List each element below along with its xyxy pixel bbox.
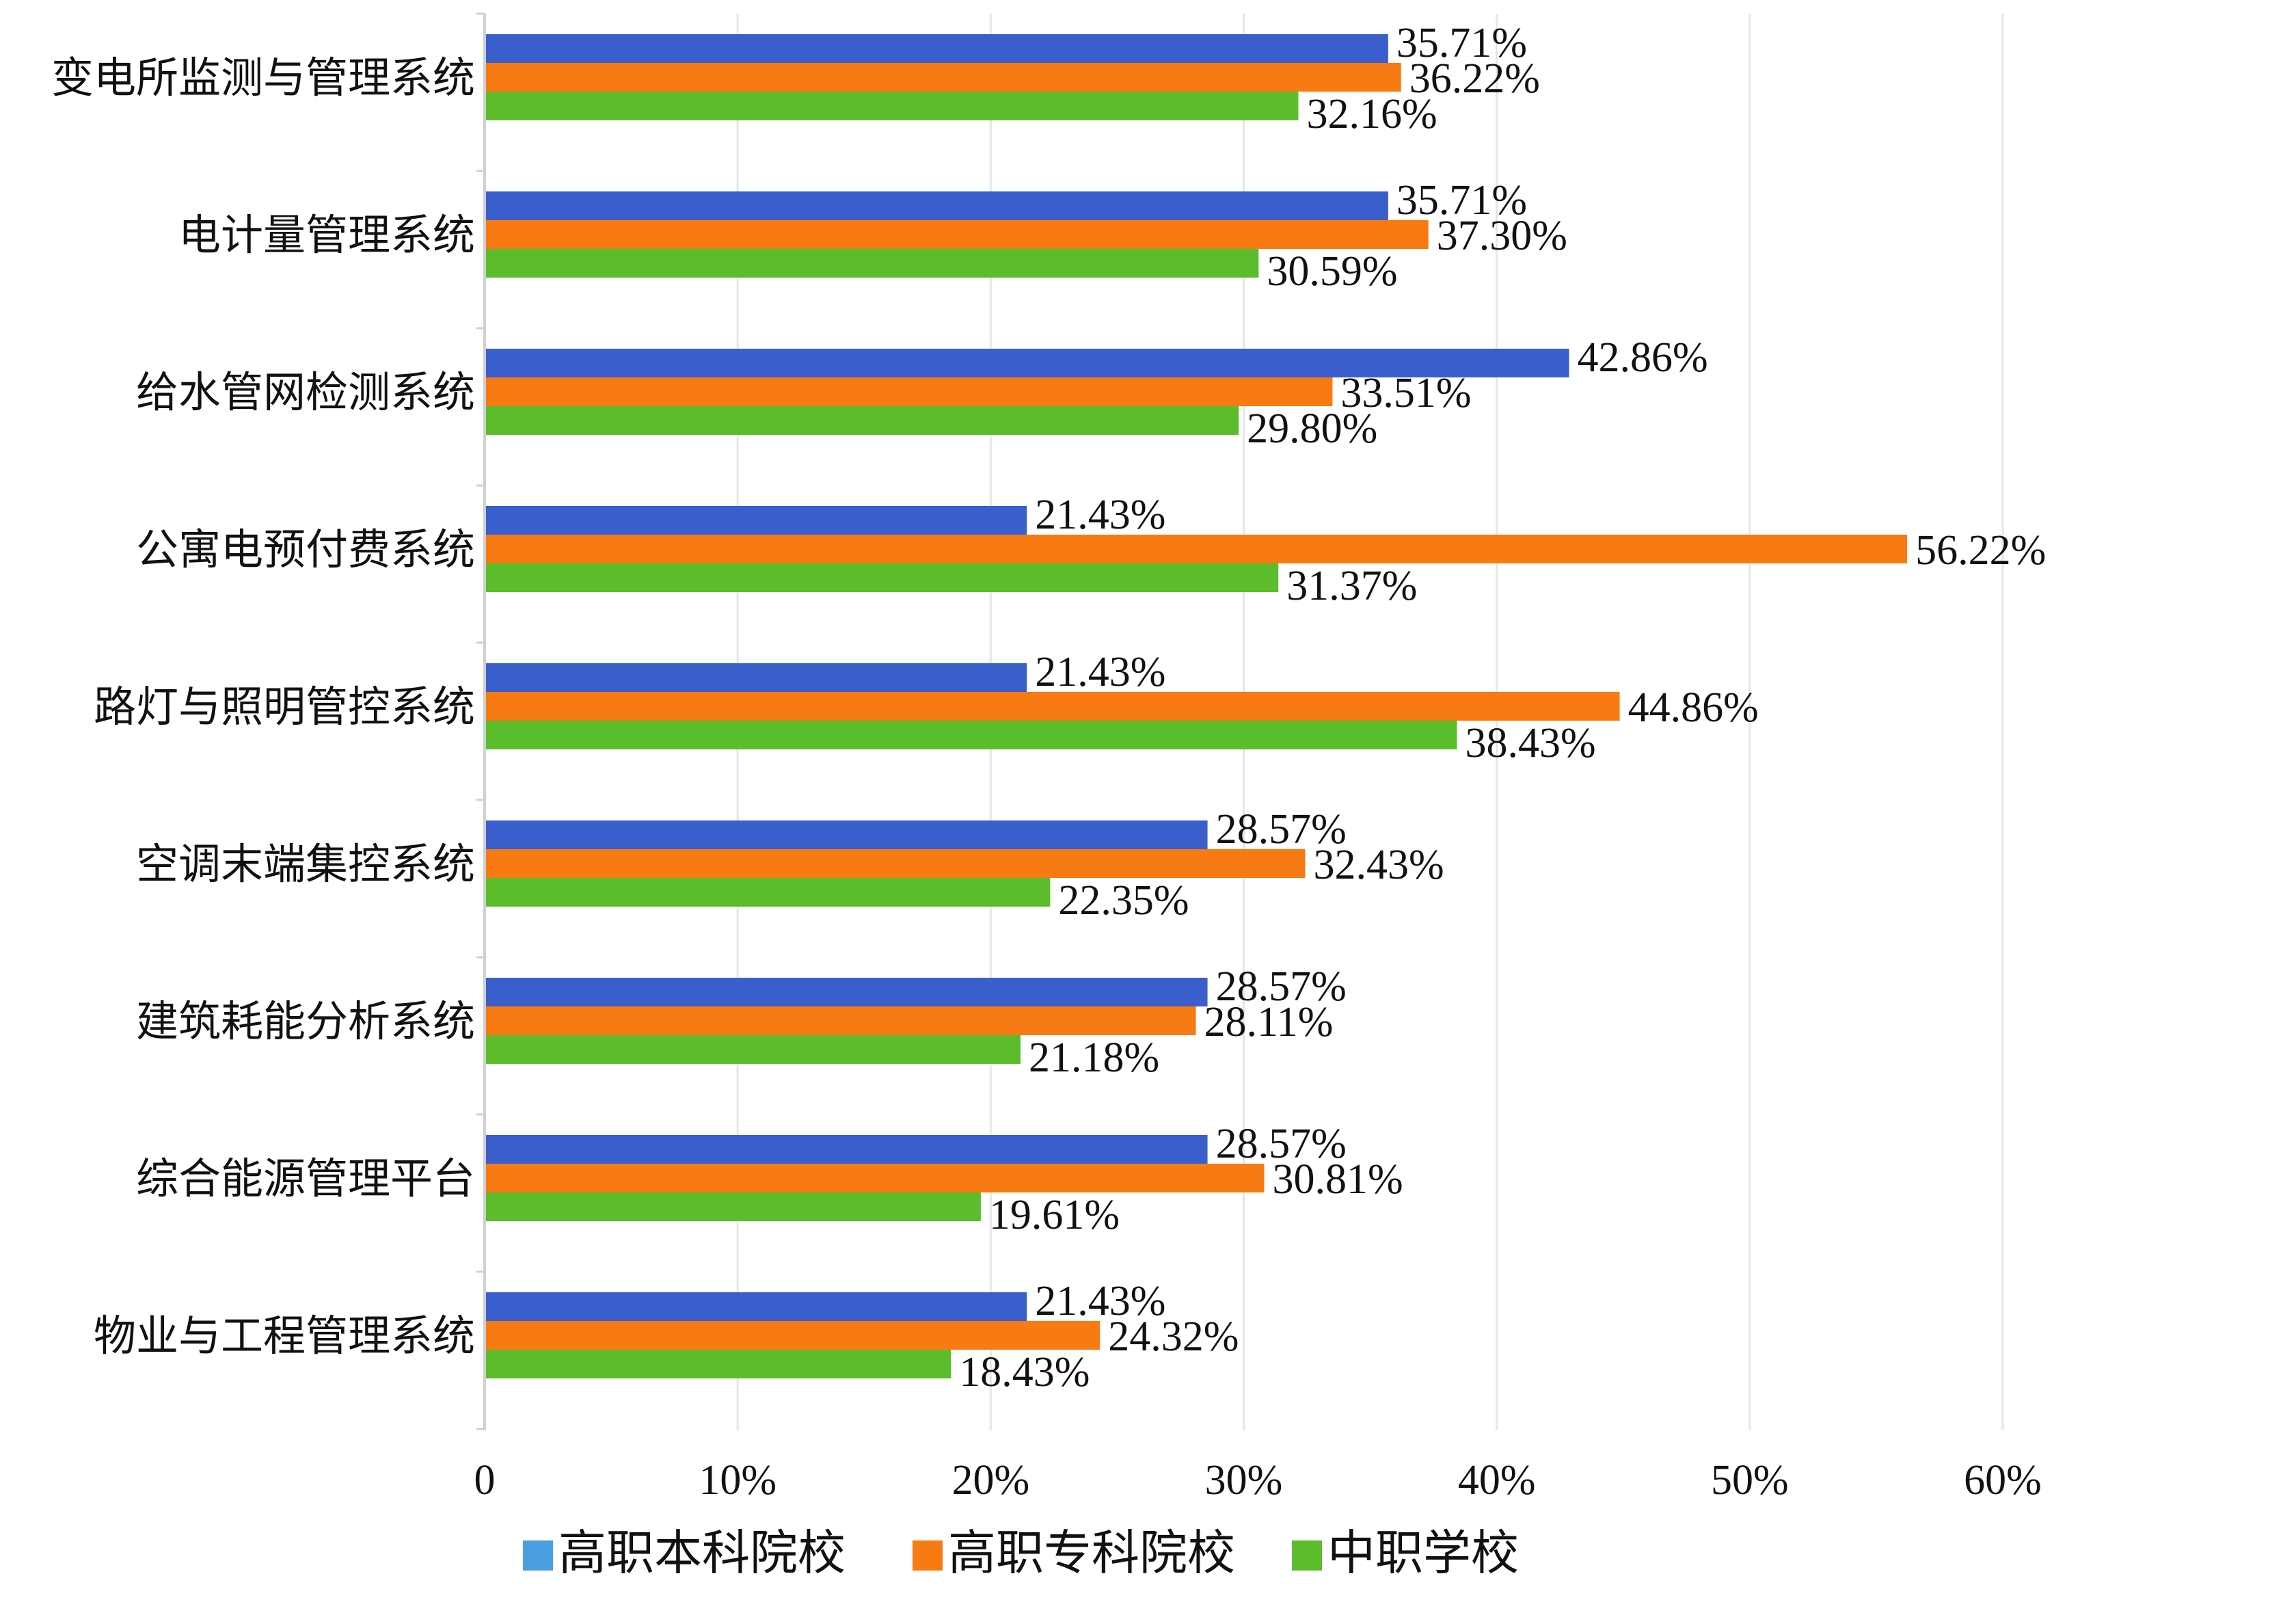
category-label: 物业与工程管理系统 xyxy=(94,1311,475,1361)
data-label: 21.43% xyxy=(1035,649,1165,695)
data-label: 32.43% xyxy=(1313,842,1444,888)
category-label: 路灯与照明管控系统 xyxy=(94,682,475,732)
category-label: 电计量管理系统 xyxy=(178,210,475,260)
data-label: 18.43% xyxy=(959,1349,1090,1396)
x-tick-label: 20% xyxy=(952,1457,1030,1504)
data-label: 38.43% xyxy=(1466,720,1596,766)
legend: 高职本科院校 高职专科院校 中职学校 xyxy=(523,1525,1519,1581)
bar xyxy=(485,1135,1208,1164)
data-label: 56.22% xyxy=(1915,527,2046,574)
x-tick-label: 60% xyxy=(1964,1457,2042,1504)
data-label: 32.16% xyxy=(1306,91,1437,137)
bar xyxy=(485,349,1569,377)
bar xyxy=(485,63,1401,92)
data-labels: 35.71%36.22%32.16%35.71%37.30%30.59%42.8… xyxy=(959,20,2046,1396)
data-label: 24.32% xyxy=(1108,1313,1239,1360)
data-label: 31.37% xyxy=(1286,563,1417,609)
legend-label: 中职学校 xyxy=(1327,1525,1519,1581)
legend-swatch xyxy=(1292,1540,1322,1571)
bar xyxy=(485,220,1429,249)
data-label: 28.57% xyxy=(1216,806,1347,853)
data-label: 30.81% xyxy=(1272,1156,1403,1203)
bar xyxy=(485,377,1333,406)
bar xyxy=(485,1192,981,1221)
legend-label: 高职专科院校 xyxy=(948,1525,1235,1581)
bar xyxy=(485,1350,951,1378)
bar xyxy=(485,663,1027,692)
data-label: 28.11% xyxy=(1204,999,1334,1045)
category-label: 建筑耗能分析系统 xyxy=(136,996,475,1046)
x-tick-label: 10% xyxy=(699,1457,776,1504)
x-tick-label: 50% xyxy=(1711,1457,1789,1504)
bar xyxy=(485,878,1051,907)
bar xyxy=(485,249,1259,278)
data-label: 35.71% xyxy=(1396,177,1527,224)
bar xyxy=(485,1164,1265,1192)
legend-label: 高职本科院校 xyxy=(558,1525,846,1581)
bar xyxy=(485,820,1208,849)
bar xyxy=(485,721,1457,749)
legend-swatch xyxy=(523,1540,553,1571)
category-label: 公寓电预付费系统 xyxy=(136,524,475,574)
category-label: 综合能源管理平台 xyxy=(136,1153,475,1203)
bar xyxy=(485,1035,1021,1064)
bar xyxy=(485,849,1306,878)
data-label: 42.86% xyxy=(1578,334,1708,381)
x-tick-label: 40% xyxy=(1458,1457,1536,1504)
bar xyxy=(485,692,1620,721)
data-label: 21.18% xyxy=(1029,1035,1159,1081)
data-label: 36.22% xyxy=(1409,55,1540,102)
data-label: 28.57% xyxy=(1216,963,1347,1010)
bar xyxy=(485,563,1279,592)
bars xyxy=(485,34,1908,1378)
bar xyxy=(485,1292,1027,1321)
x-tick-labels: 0 10% 20% 30% 40% 50% 60% xyxy=(474,1457,2042,1504)
data-label: 37.30% xyxy=(1437,213,1567,259)
legend-swatch xyxy=(913,1540,943,1571)
category-labels: 变电所监测与管理系统电计量管理系统给水管网检测系统公寓电预付费系统路灯与照明管控… xyxy=(51,53,475,1361)
category-label: 给水管网检测系统 xyxy=(136,367,475,417)
data-label: 44.86% xyxy=(1628,684,1759,731)
bar xyxy=(485,406,1239,435)
bar xyxy=(485,506,1027,535)
data-label: 28.57% xyxy=(1216,1121,1347,1167)
bar xyxy=(485,978,1208,1006)
data-label: 21.43% xyxy=(1035,492,1165,538)
x-tick-label: 30% xyxy=(1205,1457,1283,1504)
data-label: 33.51% xyxy=(1340,370,1471,416)
data-label: 35.71% xyxy=(1396,20,1527,66)
bar xyxy=(485,191,1388,220)
bar xyxy=(485,1321,1100,1350)
x-tick-label: 0 xyxy=(474,1457,496,1504)
data-label: 22.35% xyxy=(1058,877,1189,924)
bar xyxy=(485,34,1388,63)
category-axis xyxy=(476,12,486,1430)
bar xyxy=(485,535,1908,563)
data-label: 29.80% xyxy=(1247,405,1377,452)
data-label: 19.61% xyxy=(989,1192,1120,1238)
bar xyxy=(485,92,1299,120)
data-label: 30.59% xyxy=(1267,248,1397,295)
bar xyxy=(485,1006,1196,1035)
category-label: 变电所监测与管理系统 xyxy=(51,53,475,103)
category-label: 空调末端集控系统 xyxy=(136,839,475,889)
data-label: 21.43% xyxy=(1035,1278,1165,1324)
